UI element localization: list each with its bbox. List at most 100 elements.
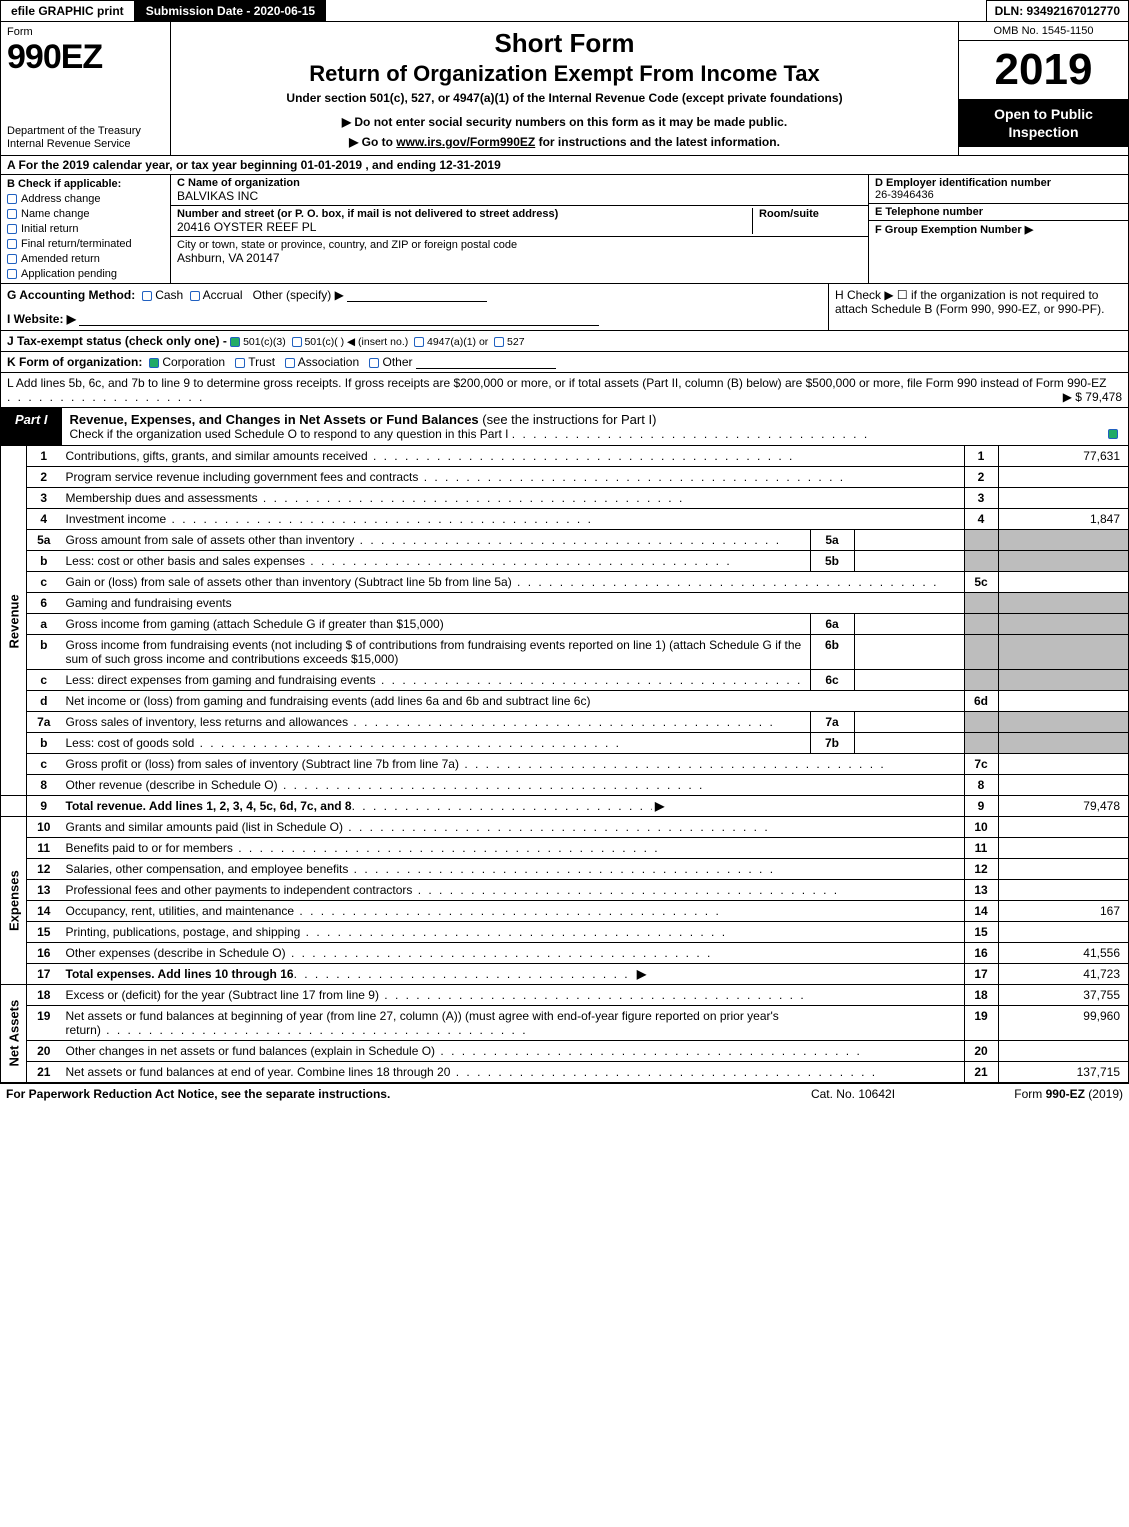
header-left: Form 990EZ Department of the Treasury In… — [1, 22, 171, 155]
table-row: 6Gaming and fundraising events — [1, 593, 1128, 614]
table-row: 9Total revenue. Add lines 1, 2, 3, 4, 5c… — [1, 796, 1128, 817]
amt-num: 1 — [964, 446, 998, 467]
column-c: C Name of organization BALVIKAS INC Numb… — [171, 175, 868, 283]
street-label: Number and street (or P. O. box, if mail… — [177, 208, 752, 220]
amt-value — [998, 817, 1128, 838]
line-num: 11 — [27, 838, 61, 859]
checkbox-icon[interactable] — [235, 358, 245, 368]
amt-value: 37,755 — [998, 985, 1128, 1006]
dln-number: DLN: 93492167012770 — [986, 0, 1129, 22]
amt-value — [998, 733, 1128, 754]
checkbox-icon — [7, 224, 17, 234]
line-num: 2 — [27, 467, 61, 488]
amt-value — [998, 754, 1128, 775]
room-label: Room/suite — [759, 208, 862, 220]
amt-value — [998, 467, 1128, 488]
ein-cell: D Employer identification number 26-3946… — [869, 175, 1128, 204]
amt-value — [998, 1041, 1128, 1062]
line-num: b — [27, 551, 61, 572]
page-footer: For Paperwork Reduction Act Notice, see … — [0, 1083, 1129, 1104]
amt-value — [998, 593, 1128, 614]
chk-final-return[interactable]: Final return/terminated — [7, 238, 164, 250]
k-corp: Corporation — [162, 355, 225, 369]
amt-value: 79,478 — [998, 796, 1128, 817]
table-row: 7aGross sales of inventory, less returns… — [1, 712, 1128, 733]
street-value: 20416 OYSTER REEF PL — [177, 220, 752, 234]
line-num: d — [27, 691, 61, 712]
subtitle: Under section 501(c), 527, or 4947(a)(1)… — [181, 91, 948, 105]
website-input[interactable] — [79, 312, 599, 326]
goto-suffix: for instructions and the latest informat… — [535, 135, 780, 149]
line9-text: Total revenue. Add lines 1, 2, 3, 4, 5c,… — [66, 799, 352, 813]
g-label: G Accounting Method: — [7, 288, 135, 302]
amt-value — [998, 838, 1128, 859]
subline-value — [854, 551, 964, 572]
checkbox-icon[interactable] — [230, 337, 240, 347]
form-number: 990EZ — [7, 38, 164, 77]
paperwork-notice: For Paperwork Reduction Act Notice, see … — [6, 1087, 763, 1101]
i-website-label: I Website: ▶ — [7, 312, 76, 326]
line-desc: Salaries, other compensation, and employ… — [61, 859, 965, 880]
g-other-input[interactable] — [347, 288, 487, 302]
checkbox-icon[interactable] — [142, 291, 152, 301]
amt-num: 16 — [964, 943, 998, 964]
amt-num: 5c — [964, 572, 998, 593]
line-desc: Less: direct expenses from gaming and fu… — [61, 670, 811, 691]
checkbox-icon[interactable] — [190, 291, 200, 301]
top-bar: efile GRAPHIC print Submission Date - 20… — [0, 0, 1129, 22]
arrow-icon: ▶ — [655, 799, 664, 813]
amt-value: 77,631 — [998, 446, 1128, 467]
line-desc: Total expenses. Add lines 10 through 16 … — [61, 964, 965, 985]
table-row: 17Total expenses. Add lines 10 through 1… — [1, 964, 1128, 985]
checkbox-icon[interactable] — [285, 358, 295, 368]
header-middle: Short Form Return of Organization Exempt… — [171, 22, 958, 155]
instructions-line: ▶ Go to www.irs.gov/Form990EZ for instru… — [181, 135, 948, 149]
line-desc: Less: cost of goods sold — [61, 733, 811, 754]
vcat-expenses: Expenses — [1, 817, 27, 985]
line-desc: Gain or (loss) from sale of assets other… — [61, 572, 965, 593]
checkbox-icon[interactable] — [292, 337, 302, 347]
subline-num: 6a — [810, 614, 854, 635]
j-501c3: 501(c)(3) — [243, 336, 286, 348]
amt-num: 15 — [964, 922, 998, 943]
amt-num: 21 — [964, 1062, 998, 1083]
amt-value — [998, 530, 1128, 551]
chk-initial-return[interactable]: Initial return — [7, 223, 164, 235]
amt-num — [964, 614, 998, 635]
g-other: Other (specify) ▶ — [253, 288, 344, 302]
chk-amended-label: Amended return — [21, 253, 100, 265]
checkbox-icon[interactable] — [494, 337, 504, 347]
amt-num: 8 — [964, 775, 998, 796]
line-desc: Other expenses (describe in Schedule O) — [61, 943, 965, 964]
line-num: 1 — [27, 446, 61, 467]
entity-block: B Check if applicable: Address change Na… — [0, 175, 1129, 284]
line-desc: Net assets or fund balances at beginning… — [61, 1006, 965, 1041]
line-desc: Benefits paid to or for members — [61, 838, 965, 859]
line-num: c — [27, 572, 61, 593]
table-row: cGain or (loss) from sale of assets othe… — [1, 572, 1128, 593]
checkbox-icon[interactable] — [369, 358, 379, 368]
chk-name-change[interactable]: Name change — [7, 208, 164, 220]
irs-link[interactable]: www.irs.gov/Form990EZ — [396, 135, 535, 149]
dot-leader — [512, 427, 872, 441]
chk-amended-return[interactable]: Amended return — [7, 253, 164, 265]
amt-value — [998, 670, 1128, 691]
line-num: 20 — [27, 1041, 61, 1062]
table-row: 20Other changes in net assets or fund ba… — [1, 1041, 1128, 1062]
efile-print-button[interactable]: efile GRAPHIC print — [0, 0, 135, 22]
checkbox-icon — [7, 239, 17, 249]
amt-num — [964, 733, 998, 754]
part1-sub-text: Check if the organization used Schedule … — [70, 427, 509, 441]
chk-address-change[interactable]: Address change — [7, 193, 164, 205]
checkbox-icon[interactable] — [414, 337, 424, 347]
checkbox-icon[interactable] — [149, 358, 159, 368]
line-desc: Total revenue. Add lines 1, 2, 3, 4, 5c,… — [61, 796, 965, 817]
amt-value — [998, 859, 1128, 880]
line-desc: Occupancy, rent, utilities, and maintena… — [61, 901, 965, 922]
subline-num: 5a — [810, 530, 854, 551]
chk-application-pending[interactable]: Application pending — [7, 268, 164, 280]
amt-value: 41,556 — [998, 943, 1128, 964]
k-other-input[interactable] — [416, 355, 556, 369]
amt-num: 4 — [964, 509, 998, 530]
part1-checkbox[interactable] — [1098, 408, 1128, 445]
